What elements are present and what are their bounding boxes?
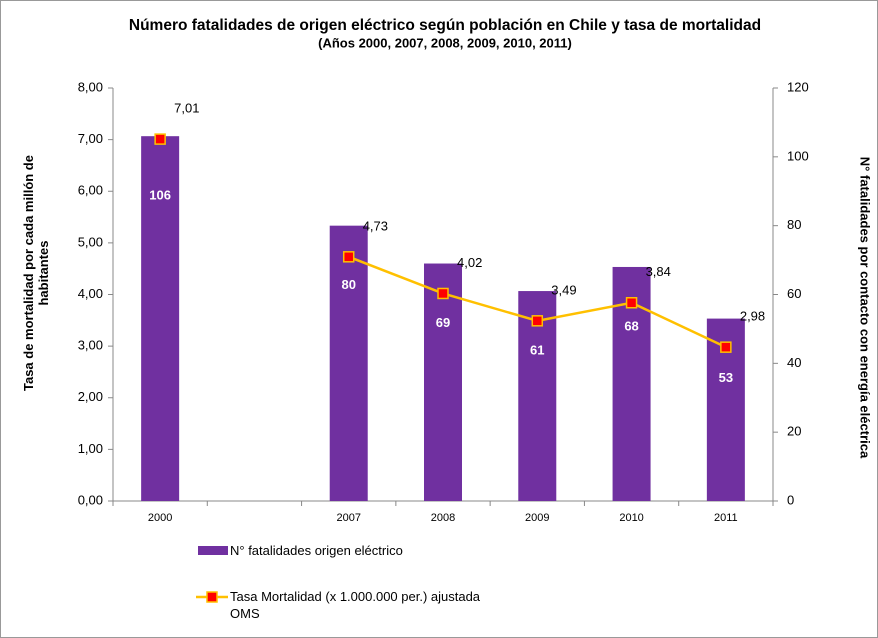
x-tick-label: 2011 (714, 512, 738, 524)
x-tick-label: 2007 (336, 512, 360, 524)
y-tick-label: 8,00 (78, 79, 103, 94)
x-tick-label: 2010 (619, 512, 643, 524)
line-value-label: 4,02 (457, 255, 482, 270)
line-value-label: 3,84 (646, 264, 671, 279)
line-value-label: 4,73 (363, 218, 388, 233)
bar-value-label: 61 (530, 342, 544, 357)
bar (424, 263, 462, 501)
bar-value-label: 68 (624, 318, 638, 333)
y2-tick-label: 40 (787, 355, 801, 370)
legend-line-label: Tasa Mortalidad (x 1.000.000 per.) ajust… (230, 589, 481, 621)
chart-title: Número fatalidades de origen eléctrico s… (129, 17, 761, 34)
y-tick-label: 5,00 (78, 234, 103, 249)
bar-value-label: 53 (719, 370, 733, 385)
legend-bar-swatch (198, 546, 228, 555)
y2-axis-title: N° fatalidades por contacto con energía … (857, 156, 873, 459)
y2-tick-label: 0 (787, 492, 794, 507)
line-marker (625, 297, 638, 309)
bar-value-label: 106 (149, 188, 171, 203)
bar (329, 225, 368, 501)
line-value-label: 7,01 (174, 101, 199, 116)
x-tick-label: 2009 (525, 512, 549, 524)
y-tick-label: 3,00 (78, 338, 103, 353)
y-tick-label: 6,00 (78, 183, 103, 198)
x-tick-label: 2008 (431, 512, 455, 524)
y2-tick-label: 100 (787, 148, 809, 163)
line-marker (154, 133, 166, 145)
legend-bar-label: N° fatalidades origen eléctrico (230, 543, 403, 558)
bar (141, 136, 180, 501)
line-marker (437, 287, 449, 300)
line-marker (342, 251, 355, 263)
line-marker (720, 341, 732, 353)
bar-value-label: 69 (436, 315, 450, 330)
line-value-label: 3,49 (551, 282, 576, 297)
bar-value-label: 80 (341, 277, 355, 292)
line-marker (531, 315, 544, 327)
y-tick-label: 4,00 (78, 286, 103, 301)
y-tick-label: 7,00 (78, 131, 103, 146)
x-tick-label: 2000 (148, 512, 172, 524)
legend-line-marker (206, 591, 218, 603)
y-tick-label: 1,00 (78, 441, 103, 456)
line-value-label: 2,98 (740, 309, 765, 324)
y2-tick-label: 20 (787, 424, 801, 439)
y-tick-label: 2,00 (78, 389, 103, 404)
y2-tick-label: 60 (787, 286, 801, 301)
y2-tick-label: 120 (787, 79, 809, 94)
y-tick-label: 0,00 (78, 492, 103, 507)
y-axis-title: Tasa de mortalidad por cada millón de ha… (21, 155, 51, 391)
chart-subtitle: (Años 2000, 2007, 2008, 2009, 2010, 2011… (318, 35, 572, 50)
y2-tick-label: 80 (787, 217, 801, 232)
